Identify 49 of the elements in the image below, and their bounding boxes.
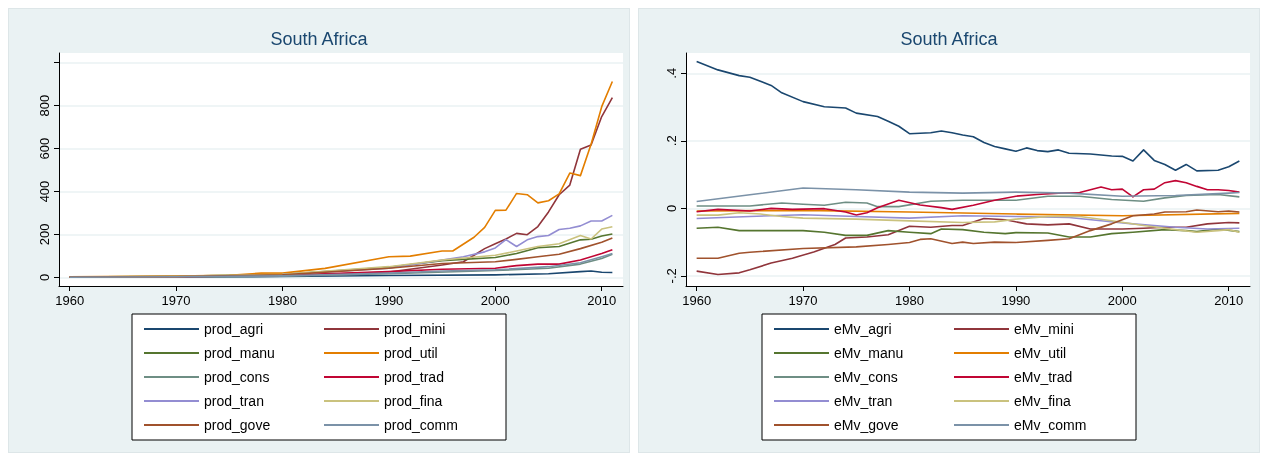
- x-tick-label: 2000: [480, 293, 510, 308]
- y-tick-label: 400: [37, 180, 52, 203]
- legend-label: prod_agri: [204, 321, 264, 337]
- line-series: [695, 217, 1241, 276]
- chart-title: South Africa: [270, 29, 369, 49]
- x-tick-label: 1970: [788, 293, 818, 308]
- legend-label: eMv_cons: [834, 369, 898, 385]
- x-tick-label: 2010: [587, 293, 617, 308]
- y-tick-label: 600: [37, 137, 52, 160]
- legend-label: prod_cons: [204, 369, 270, 385]
- x-tick-label: 1970: [161, 293, 191, 308]
- legend-label: eMv_tran: [834, 393, 893, 409]
- x-tick-label: 1960: [682, 293, 712, 308]
- legend-label: eMv_manu: [834, 345, 904, 361]
- legend-label: prod_util: [384, 345, 438, 361]
- legend-label: eMv_comm: [1014, 417, 1087, 433]
- y-tick-label: 0: [37, 273, 52, 282]
- line-series: [695, 179, 1241, 216]
- legend-label: prod_trad: [384, 369, 444, 385]
- legend-label: prod_gove: [204, 417, 271, 433]
- line-series: [695, 187, 1241, 203]
- y-tick-label: -.2: [664, 268, 679, 284]
- x-tick-label: 1980: [268, 293, 297, 308]
- legend-label: eMv_mini: [1014, 321, 1074, 337]
- x-tick-label: 1990: [1001, 293, 1031, 308]
- chart-title: South Africa: [900, 29, 999, 49]
- y-tick-label: 200: [37, 223, 52, 246]
- y-tick-label: 0: [664, 204, 679, 212]
- line-series: [695, 209, 1241, 260]
- legend-label: eMv_agri: [834, 321, 892, 337]
- legend-label: prod_mini: [384, 321, 446, 337]
- x-tick-label: 1960: [55, 293, 85, 308]
- legend-label: prod_tran: [204, 393, 264, 409]
- legend-label: eMv_util: [1014, 345, 1067, 361]
- legend-label: prod_manu: [204, 345, 275, 361]
- x-tick-label: 2000: [1107, 293, 1137, 308]
- legend-label: prod_comm: [384, 417, 458, 433]
- x-tick-label: 1990: [374, 293, 404, 308]
- line-series: [695, 60, 1241, 172]
- y-tick-label: 800: [37, 94, 52, 117]
- x-tick-label: 1980: [895, 293, 924, 308]
- y-tick-label: .2: [664, 135, 679, 147]
- x-tick-label: 2010: [1214, 293, 1244, 308]
- legend-label: prod_fina: [384, 393, 443, 409]
- legend-label: eMv_trad: [1014, 369, 1073, 385]
- legend-label: eMv_gove: [834, 417, 899, 433]
- legend-label: eMv_fina: [1014, 393, 1072, 409]
- line-series: [695, 193, 1241, 208]
- y-tick-label: .4: [664, 67, 679, 79]
